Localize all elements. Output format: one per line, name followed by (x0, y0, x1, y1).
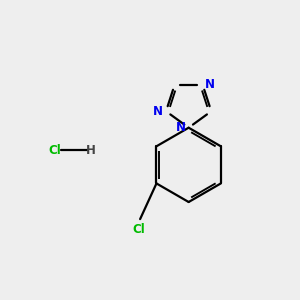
Text: H: H (85, 143, 95, 157)
Text: Cl: Cl (132, 223, 145, 236)
Text: N: N (153, 105, 163, 118)
Text: N: N (176, 121, 186, 134)
Text: N: N (205, 78, 215, 91)
Text: Cl: Cl (49, 143, 61, 157)
